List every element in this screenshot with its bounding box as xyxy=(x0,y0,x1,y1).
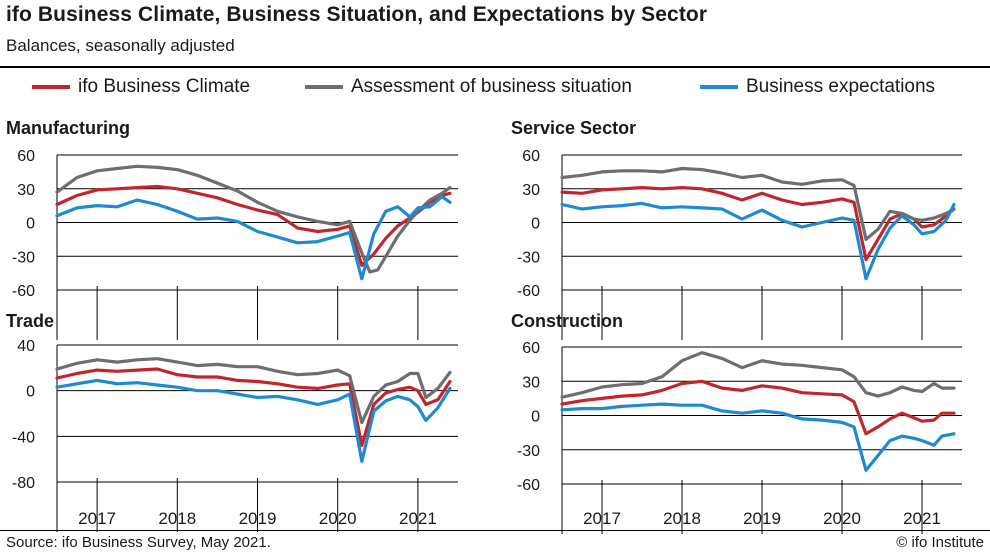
panel-title: Service Sector xyxy=(511,118,636,138)
y-tick-label: 60 xyxy=(522,148,540,165)
chart-subtitle: Balances, seasonally adjusted xyxy=(6,36,235,55)
x-tick-label: 2017 xyxy=(583,509,621,528)
series-line-business-expectations xyxy=(560,201,956,281)
x-tick-label: 2021 xyxy=(399,509,437,528)
legend-swatch-climate xyxy=(32,85,70,89)
legend-label-situation: Assessment of business situation xyxy=(351,76,632,97)
x-tick-label: 2019 xyxy=(743,509,781,528)
copyright-note: © ifo Institute xyxy=(896,534,984,551)
legend: ifo Business Climate Assessment of busin… xyxy=(0,76,990,100)
y-tick-label: 0 xyxy=(26,216,35,233)
panel-title: Trade xyxy=(6,311,54,331)
x-tick-label: 2017 xyxy=(78,509,116,528)
x-tick-label: 2020 xyxy=(319,509,357,528)
legend-swatch-expectations xyxy=(700,85,738,89)
y-tick-label: 0 xyxy=(531,216,540,233)
series-line-assessment-of-business-situation xyxy=(560,166,956,241)
series-line-ifo-business-climate xyxy=(560,379,956,436)
y-tick-label: 30 xyxy=(17,182,35,199)
y-tick-label: 60 xyxy=(17,148,35,165)
series-line-assessment-of-business-situation xyxy=(55,357,452,425)
y-tick-label: -40 xyxy=(12,429,35,446)
series-line-assessment-of-business-situation xyxy=(55,164,452,274)
series-line-business-expectations xyxy=(560,402,956,472)
x-tick-label: 2018 xyxy=(663,509,701,528)
footer-rule xyxy=(0,530,990,531)
y-tick-label: 30 xyxy=(522,374,540,391)
y-tick-label: 0 xyxy=(531,409,540,426)
source-note: Source: ifo Business Survey, May 2021. xyxy=(6,534,271,551)
y-tick-label: 0 xyxy=(26,384,35,401)
panel-title: Manufacturing xyxy=(6,118,130,138)
chart-title: ifo Business Climate, Business Situation… xyxy=(6,3,708,26)
y-tick-label: -60 xyxy=(12,283,35,300)
series-line-business-expectations xyxy=(55,378,452,463)
y-tick-label: -60 xyxy=(517,477,540,494)
y-tick-label: 40 xyxy=(17,338,35,355)
x-tick-label: 2019 xyxy=(239,509,277,528)
legend-label-climate: ifo Business Climate xyxy=(78,76,251,97)
x-tick-label: 2021 xyxy=(903,509,941,528)
x-tick-label: 2020 xyxy=(823,509,861,528)
legend-label-expectations: Business expectations xyxy=(746,76,936,97)
x-tick-label: 2018 xyxy=(158,509,196,528)
y-tick-label: 60 xyxy=(522,340,540,357)
panel-title: Construction xyxy=(511,311,623,331)
y-tick-label: -30 xyxy=(12,249,35,266)
y-tick-label: -30 xyxy=(517,443,540,460)
legend-item-situation: Assessment of business situation xyxy=(305,76,632,98)
y-tick-label: -80 xyxy=(12,475,35,492)
y-tick-label: -60 xyxy=(517,283,540,300)
legend-item-climate: ifo Business Climate xyxy=(32,76,250,98)
y-tick-label: 30 xyxy=(522,182,540,199)
y-tick-label: -30 xyxy=(517,249,540,266)
series-line-ifo-business-climate xyxy=(55,367,452,448)
series-line-business-expectations xyxy=(55,195,452,281)
legend-item-expectations: Business expectations xyxy=(700,76,935,98)
legend-swatch-situation xyxy=(305,85,343,89)
header-rule xyxy=(0,66,990,68)
series-line-assessment-of-business-situation xyxy=(560,351,956,399)
